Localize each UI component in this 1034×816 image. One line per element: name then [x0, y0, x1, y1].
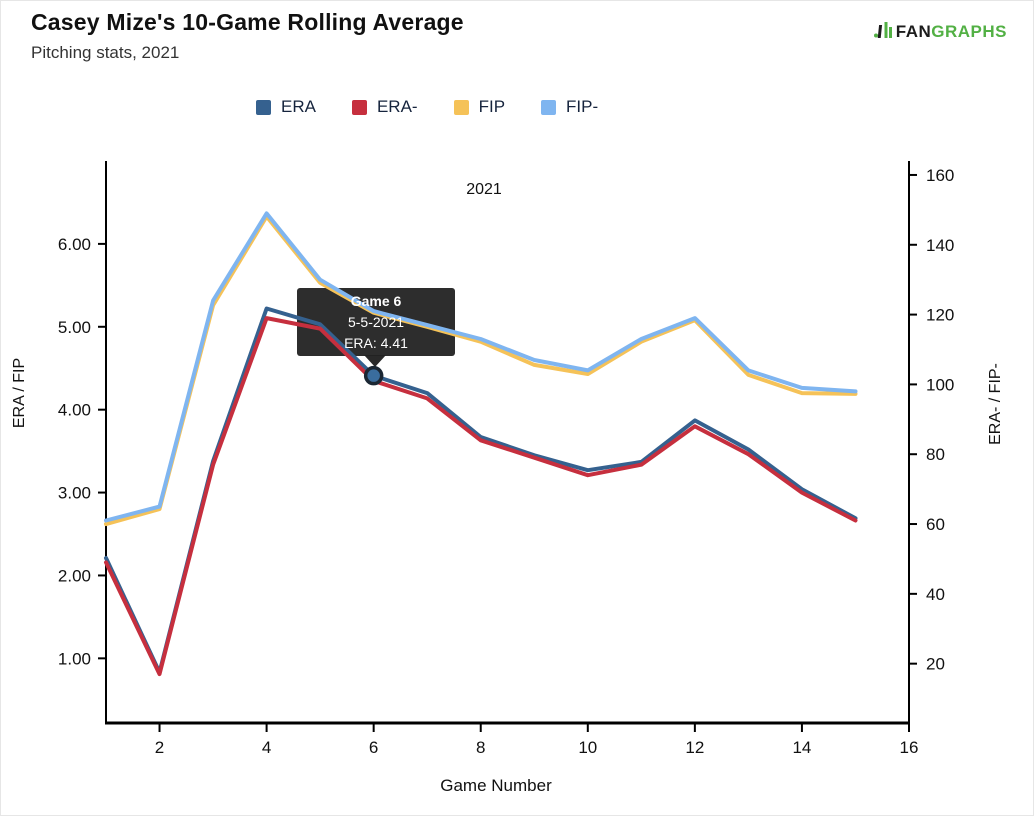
legend-label-era-minus: ERA- — [376, 97, 418, 116]
fip-minus-line[interactable] — [104, 211, 858, 523]
x-axis-tick-label: 14 — [792, 738, 811, 757]
x-axis-tick-label: 12 — [685, 738, 704, 757]
left-axis-tick-label: 3.00 — [58, 484, 91, 503]
right-axis-tick-label: 160 — [926, 166, 954, 185]
highlighted-point-marker[interactable] — [363, 365, 384, 386]
era-minus-swatch — [351, 99, 367, 115]
x-axis-tick-label: 16 — [900, 738, 919, 757]
legend-label-era: ERA — [281, 97, 316, 116]
logo-text-graphs: GRAPHS — [931, 22, 1007, 41]
legend-item-fip-minus[interactable]: FIP- — [541, 97, 598, 117]
tooltip-pointer — [364, 355, 386, 367]
right-axis-tick-label: 20 — [926, 655, 945, 674]
x-axis-tick-label: 8 — [476, 738, 485, 757]
fip-minus-swatch — [541, 99, 557, 115]
right-axis-title: ERA- / FIP- — [987, 363, 1004, 445]
legend-item-era-minus[interactable]: ERA- — [351, 97, 418, 117]
page-subtitle: Pitching stats, 2021 — [31, 43, 180, 62]
right-axis-tick-label: 100 — [926, 375, 954, 394]
left-axis-title: ERA / FIP — [11, 358, 28, 428]
right-axis-tick-label: 60 — [926, 515, 945, 534]
right-axis-tick-label: 120 — [926, 306, 954, 325]
legend-item-fip[interactable]: FIP — [453, 97, 506, 117]
left-axis-tick-label: 5.00 — [58, 318, 91, 337]
x-axis-tick-label: 6 — [369, 738, 378, 757]
logo-text-fan: FAN — [895, 22, 932, 41]
year-label: 2021 — [466, 181, 502, 198]
tooltip-box — [297, 288, 455, 367]
right-axis-tick-label: 140 — [926, 236, 954, 255]
legend-label-fip: FIP — [478, 97, 506, 116]
left-axis-tick-label: 6.00 — [58, 235, 91, 254]
left-axis-tick-label: 2.00 — [58, 566, 91, 585]
legend-label-fip-minus: FIP- — [566, 97, 599, 116]
x-axis-tick-label: 10 — [578, 738, 597, 757]
left-axis-tick-label: 4.00 — [58, 401, 91, 420]
right-axis-tick-label: 80 — [926, 445, 945, 464]
left-axis-tick-label: 1.00 — [58, 649, 91, 668]
right-axis-tick-label: 40 — [926, 585, 945, 604]
x-axis-tick-label: 4 — [262, 738, 271, 757]
chart-legend: ERA ERA- FIP FIP- — [256, 97, 598, 117]
fangraphs-logo: FANGRAPHS — [873, 21, 1007, 43]
fangraphs-logo-icon — [873, 21, 893, 43]
fip-line[interactable] — [104, 214, 858, 527]
legend-item-era[interactable]: ERA — [256, 97, 316, 117]
page-title: Casey Mize's 10-Game Rolling Average — [31, 9, 464, 35]
fip-swatch — [453, 99, 469, 115]
era-minus-line[interactable] — [104, 316, 858, 677]
x-axis-tick-label: 2 — [155, 738, 164, 757]
x-axis-title: Game Number — [440, 776, 552, 795]
era-swatch — [256, 99, 271, 115]
era-line[interactable] — [104, 306, 858, 675]
